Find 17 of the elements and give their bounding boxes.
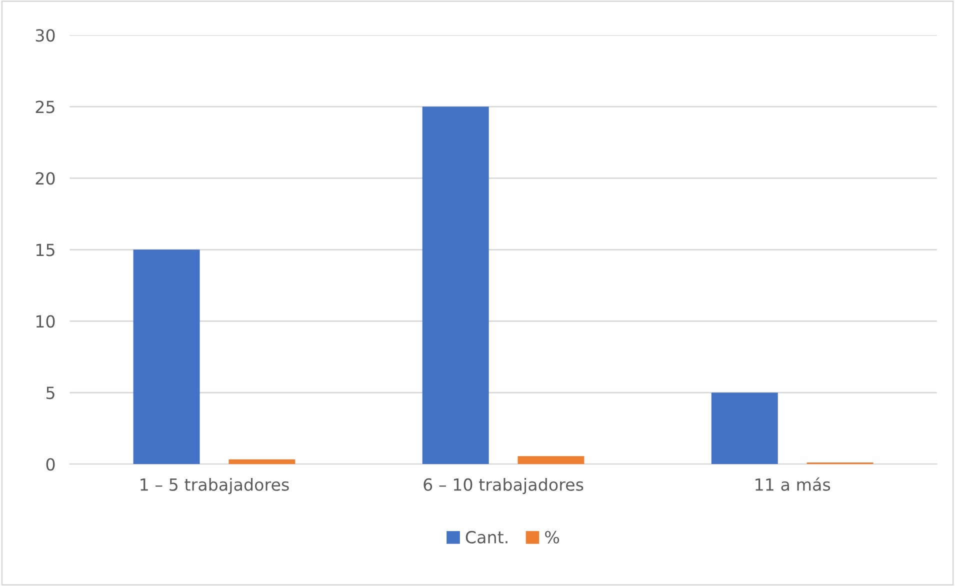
x-tick-label: 1 – 5 trabajadores — [140, 478, 289, 494]
bar — [422, 106, 489, 464]
bar — [228, 459, 296, 464]
bar — [518, 456, 584, 464]
legend-label: % — [545, 530, 560, 544]
y-tick-label: 5 — [46, 386, 54, 400]
y-tick-label: 20 — [36, 172, 55, 185]
bar — [133, 250, 200, 464]
legend-label: Cant. — [466, 530, 508, 544]
y-tick-label: 30 — [36, 29, 55, 42]
x-tick-label: 6 – 10 trabajadores — [424, 478, 584, 494]
bar — [711, 392, 778, 464]
y-tick-label: 0 — [46, 458, 55, 471]
y-tick-label: 25 — [36, 100, 54, 114]
y-tick-label: 15 — [36, 244, 54, 256]
x-tick-label: 11 a más — [756, 477, 830, 491]
y-tick-label: 10 — [36, 315, 55, 328]
